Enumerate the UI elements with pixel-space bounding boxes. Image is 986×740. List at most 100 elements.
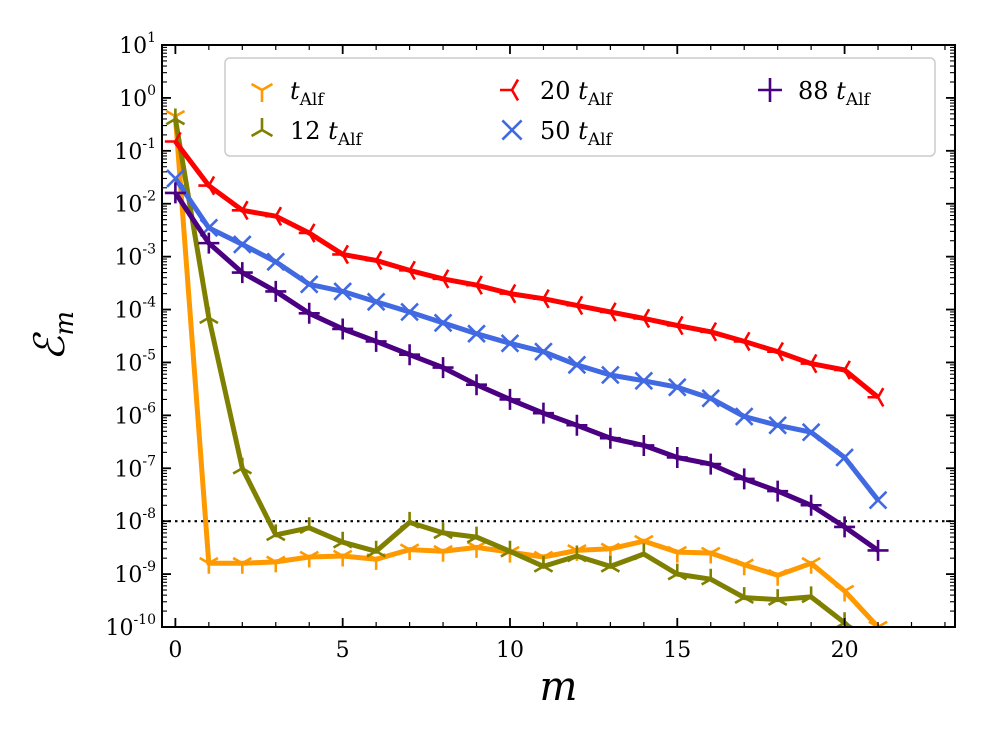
data-point <box>299 550 320 568</box>
data-point <box>166 169 185 188</box>
data-point <box>164 182 186 204</box>
legend-marker <box>501 119 523 141</box>
data-point <box>399 344 421 366</box>
data-point <box>599 302 617 322</box>
data-point <box>634 371 654 391</box>
data-point <box>734 407 754 426</box>
data-point <box>867 539 889 561</box>
data-point <box>734 587 754 604</box>
data-point <box>700 546 721 564</box>
data-point <box>834 360 851 380</box>
data-point <box>231 262 253 284</box>
series-line <box>172 116 880 627</box>
series-line <box>172 118 853 627</box>
data-point <box>767 341 785 362</box>
data-point <box>432 357 454 379</box>
data-point <box>801 556 821 574</box>
data-point <box>199 556 219 574</box>
data-point <box>667 377 687 397</box>
data-point <box>633 308 651 329</box>
legend-item: 12 tAlf <box>250 117 364 150</box>
data-point <box>500 540 520 558</box>
data-point <box>366 292 386 312</box>
data-point <box>667 563 688 581</box>
data-point <box>767 568 788 586</box>
data-point <box>700 568 721 586</box>
data-point <box>365 330 387 352</box>
data-point <box>633 434 655 456</box>
data-point <box>432 269 450 289</box>
data-point <box>534 342 553 361</box>
series-4 <box>166 169 888 510</box>
series-line <box>173 177 880 502</box>
data-point <box>801 586 821 604</box>
x-tick-label: 15 <box>663 638 691 663</box>
data-point <box>800 494 822 516</box>
data-point <box>599 427 621 449</box>
data-point <box>365 250 383 271</box>
legend-item: 88 tAlf <box>758 77 872 110</box>
y-tick-label: 10-4 <box>114 295 156 324</box>
data-point <box>232 235 252 254</box>
data-point <box>532 402 554 424</box>
data-point <box>433 313 453 333</box>
legend-marker <box>500 78 520 102</box>
y-tick-label: 10-10 <box>105 612 156 641</box>
data-point <box>600 555 621 573</box>
data-point <box>332 244 350 265</box>
legend-box <box>224 57 936 157</box>
series-5 <box>164 182 889 561</box>
y-tick-label: 101 <box>119 30 156 59</box>
legend-item: tAlf <box>250 77 325 110</box>
data-point <box>567 355 587 375</box>
data-point <box>198 232 220 254</box>
data-point <box>332 531 353 549</box>
data-point <box>499 388 521 410</box>
data-point <box>567 545 587 563</box>
y-tick-label: 10-7 <box>114 453 156 482</box>
y-tick-label: 10-1 <box>114 136 156 165</box>
data-point <box>332 318 354 340</box>
legend-item: 50 tAlf <box>501 117 614 150</box>
data-point <box>466 374 488 396</box>
data-point <box>366 540 386 558</box>
y-tick-label: 10-9 <box>114 559 156 588</box>
data-point <box>867 387 885 408</box>
data-point <box>700 453 722 475</box>
data-point <box>299 517 320 535</box>
data-point <box>198 175 216 196</box>
data-point <box>767 589 788 606</box>
data-point <box>400 302 419 322</box>
x-axis-label: m <box>540 664 578 710</box>
data-point <box>164 131 182 152</box>
data-point <box>333 282 353 301</box>
data-point <box>566 414 588 436</box>
data-point <box>566 295 584 316</box>
data-point <box>399 543 420 561</box>
data-point <box>332 549 353 567</box>
data-point <box>265 280 287 302</box>
data-point <box>466 275 483 295</box>
data-point <box>231 200 249 221</box>
data-point <box>868 490 888 510</box>
data-point <box>768 415 787 435</box>
series-2 <box>165 108 887 660</box>
legend-label: 20 tAlf <box>540 77 614 110</box>
data-point <box>499 283 517 304</box>
y-axis-label: ℰm <box>25 311 80 361</box>
series-3 <box>164 131 885 408</box>
data-point <box>869 644 887 660</box>
legend-label: 12 tAlf <box>290 117 364 150</box>
y-tick-label: 100 <box>119 83 156 112</box>
data-point <box>298 223 316 243</box>
data-point <box>700 321 718 342</box>
data-point <box>734 558 754 576</box>
x-tick-label: 20 <box>831 638 859 663</box>
data-point <box>265 524 286 542</box>
data-point <box>266 252 286 272</box>
data-point <box>533 555 554 573</box>
data-point <box>232 457 253 475</box>
x-tick-label: 10 <box>496 638 524 663</box>
data-point <box>399 260 416 281</box>
